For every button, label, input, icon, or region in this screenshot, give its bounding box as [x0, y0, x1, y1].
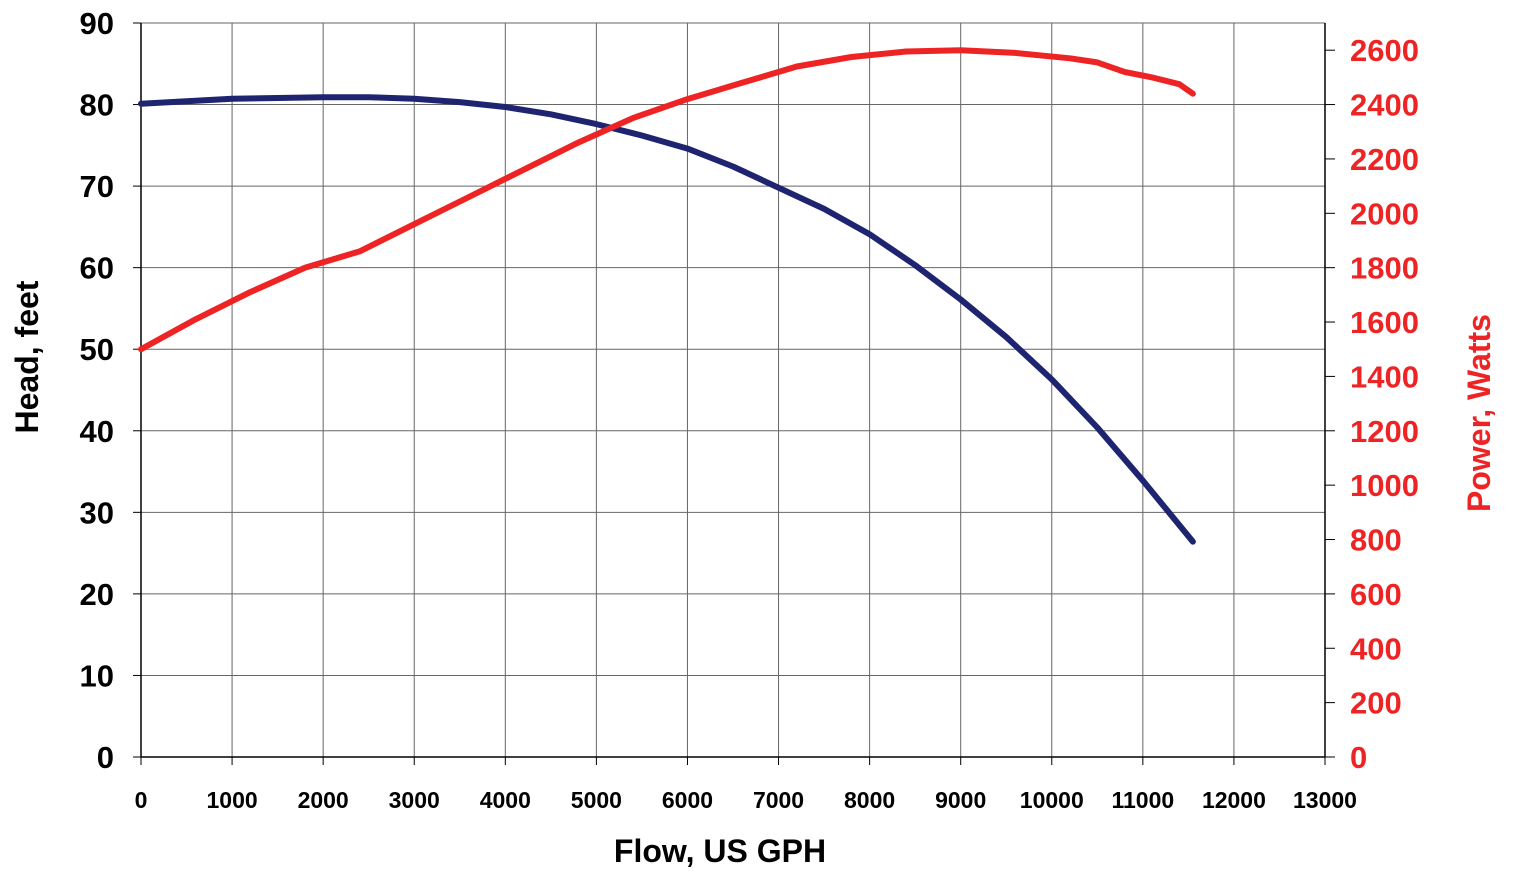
y2-tick-label: 600: [1350, 577, 1402, 612]
head-series-line: [138, 94, 1196, 545]
y-axis-title: Head, feet: [9, 280, 45, 433]
y-tick-label: 0: [97, 740, 114, 775]
y2-tick-label: 400: [1350, 631, 1402, 666]
y2-tick-label: 1000: [1350, 468, 1419, 503]
y2-tick-label: 200: [1350, 686, 1402, 721]
y-tick-label: 60: [80, 251, 114, 286]
x-tick-label: 13000: [1293, 787, 1357, 813]
series-lines: [138, 47, 1196, 545]
x-tick-label: 10000: [1020, 787, 1084, 813]
x-tick-label: 5000: [571, 787, 622, 813]
y-tick-label: 50: [80, 332, 114, 367]
y-axis-ticks: 0 10 20 30 40 50 60 70 80 90: [80, 6, 114, 775]
y2-tick-label: 2000: [1350, 196, 1419, 231]
y-tick-label: 30: [80, 495, 114, 530]
y2-axis-title: Power, Watts: [1461, 314, 1497, 512]
x-tick-label: 9000: [935, 787, 986, 813]
power-series-line: [138, 47, 1196, 353]
x-axis-title: Flow, US GPH: [614, 833, 826, 869]
x-axis-ticks: 0 1000 2000 3000 4000 5000 6000 7000 8000 9000 100…: [135, 787, 1357, 813]
x-tick-label: 3000: [389, 787, 440, 813]
y-tick-label: 20: [80, 577, 114, 612]
x-tick-label: 6000: [662, 787, 713, 813]
y-tick-label: 40: [80, 414, 114, 449]
y2-tick-label: 2400: [1350, 88, 1419, 123]
x-tick-label: 1000: [206, 787, 257, 813]
y-tick-label: 80: [80, 88, 114, 123]
x-tick-label: 12000: [1202, 787, 1266, 813]
y2-tick-label: 1600: [1350, 305, 1419, 340]
y2-tick-label: 1800: [1350, 251, 1419, 286]
x-tick-label: 4000: [480, 787, 531, 813]
x-tick-label: 0: [135, 787, 148, 813]
x-tick-label: 11000: [1111, 787, 1174, 813]
y-tick-label: 90: [80, 6, 114, 41]
x-tick-label: 8000: [844, 787, 895, 813]
y2-tick-label: 1200: [1350, 414, 1419, 449]
x-tick-label: 2000: [298, 787, 349, 813]
y2-tick-label: 0: [1350, 740, 1367, 775]
y2-tick-label: 1400: [1350, 359, 1419, 394]
y2-tick-label: 2200: [1350, 142, 1419, 177]
y-tick-label: 10: [80, 658, 114, 693]
x-tick-label: 7000: [753, 787, 804, 813]
y2-axis-ticks: 0 200 400 600 800 1000 1200 1400 1600 1800 2000 220…: [1350, 33, 1419, 775]
plot-frame: [140, 23, 1326, 758]
y2-tick-label: 2600: [1350, 33, 1419, 68]
y-tick-label: 70: [80, 169, 114, 204]
grid-lines: [133, 22, 1335, 765]
y2-tick-label: 800: [1350, 523, 1402, 558]
